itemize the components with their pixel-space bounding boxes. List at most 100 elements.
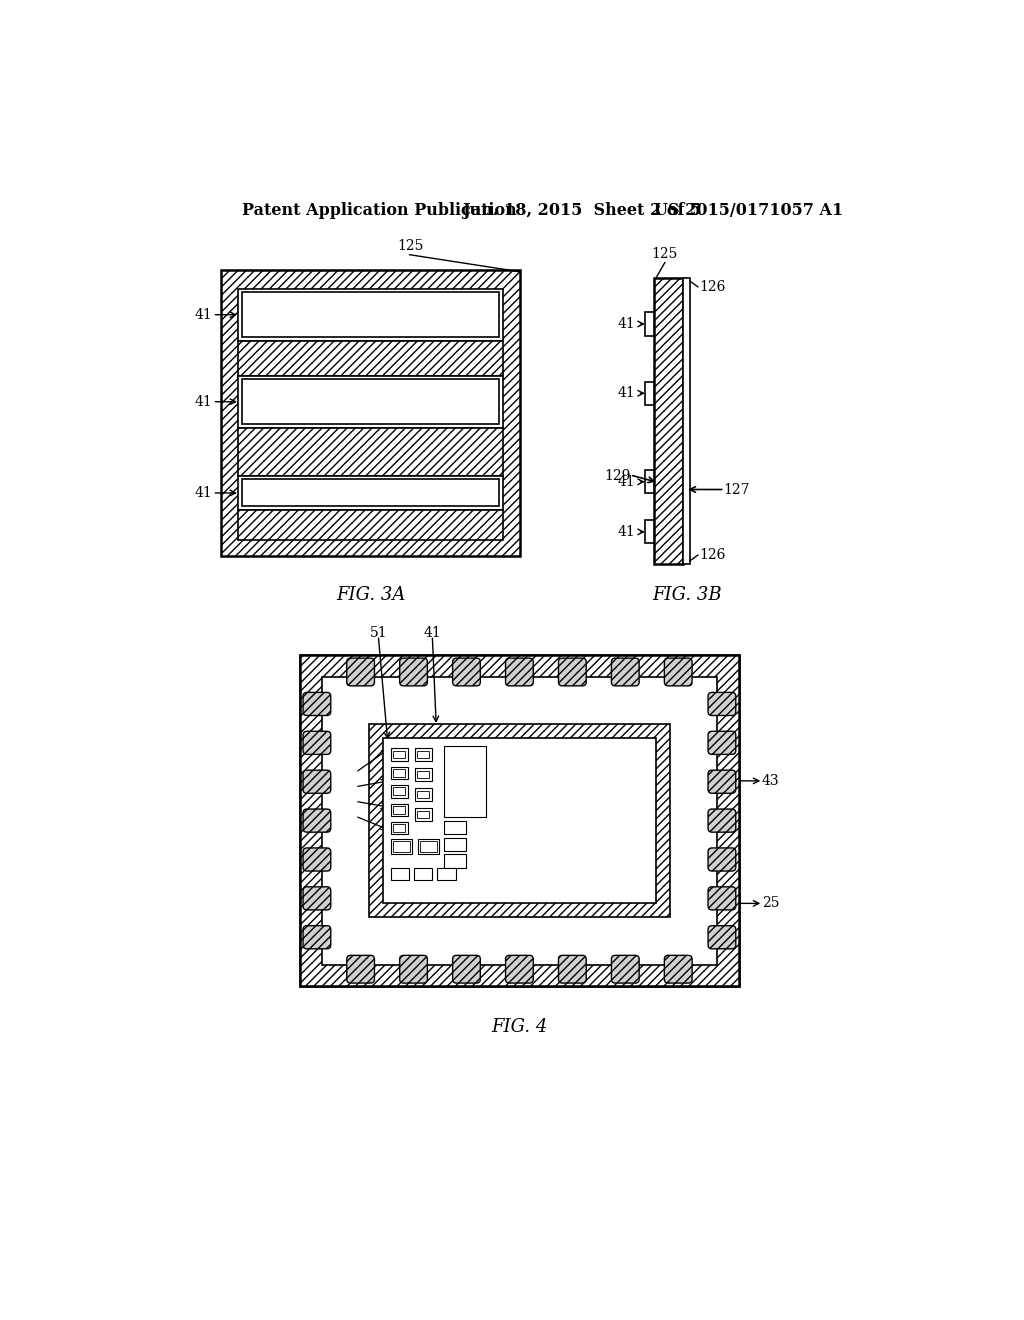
FancyBboxPatch shape <box>453 659 480 686</box>
FancyBboxPatch shape <box>611 659 639 686</box>
Bar <box>239 341 503 376</box>
Bar <box>391 840 413 854</box>
Bar <box>393 788 406 795</box>
Text: 125: 125 <box>397 239 424 253</box>
FancyBboxPatch shape <box>506 659 534 686</box>
Bar <box>391 767 408 779</box>
Bar <box>645 520 654 544</box>
FancyBboxPatch shape <box>708 887 736 909</box>
Bar <box>437 867 456 880</box>
Bar <box>417 791 429 799</box>
FancyBboxPatch shape <box>303 693 331 715</box>
Text: 25: 25 <box>762 896 779 911</box>
Bar <box>418 840 439 854</box>
FancyBboxPatch shape <box>665 956 692 983</box>
FancyBboxPatch shape <box>347 956 375 983</box>
Bar <box>391 804 408 816</box>
Bar <box>391 822 408 834</box>
Text: Jun. 18, 2015  Sheet 2 of 5: Jun. 18, 2015 Sheet 2 of 5 <box>462 202 700 219</box>
Bar <box>393 807 406 813</box>
Bar <box>417 751 429 758</box>
Bar <box>444 854 466 869</box>
FancyBboxPatch shape <box>399 956 427 983</box>
Bar <box>415 748 432 760</box>
Text: Patent Application Publication: Patent Application Publication <box>243 202 517 219</box>
Text: FIG. 3A: FIG. 3A <box>336 586 406 603</box>
FancyBboxPatch shape <box>303 925 331 949</box>
FancyBboxPatch shape <box>558 956 586 983</box>
FancyBboxPatch shape <box>347 659 375 686</box>
FancyBboxPatch shape <box>453 956 480 983</box>
FancyBboxPatch shape <box>303 809 331 832</box>
Bar <box>221 271 520 557</box>
Text: 41: 41 <box>617 387 635 400</box>
Bar <box>645 470 654 494</box>
Text: 41: 41 <box>195 395 212 409</box>
Bar <box>645 381 654 405</box>
Bar <box>414 867 432 880</box>
Bar <box>239 289 503 341</box>
Bar <box>420 841 437 853</box>
Bar <box>654 277 683 564</box>
Bar <box>417 771 429 779</box>
Text: 129: 129 <box>605 469 631 483</box>
FancyBboxPatch shape <box>708 693 736 715</box>
Bar <box>393 770 406 776</box>
Bar <box>444 837 466 851</box>
Text: 41: 41 <box>617 317 635 331</box>
Bar <box>300 655 739 986</box>
FancyBboxPatch shape <box>303 887 331 909</box>
Bar <box>243 293 500 337</box>
Bar <box>300 655 739 986</box>
Bar <box>645 313 654 335</box>
Text: 125: 125 <box>651 247 678 261</box>
FancyBboxPatch shape <box>611 956 639 983</box>
Text: FIG. 4: FIG. 4 <box>492 1019 548 1036</box>
Bar <box>322 677 717 965</box>
Text: US 2015/0171057 A1: US 2015/0171057 A1 <box>654 202 844 219</box>
Bar <box>239 376 503 428</box>
Text: 41: 41 <box>617 525 635 539</box>
Bar <box>383 738 655 903</box>
Bar <box>393 751 406 758</box>
Text: 41: 41 <box>424 627 441 640</box>
Bar <box>391 748 408 760</box>
Text: 126: 126 <box>698 548 725 562</box>
Text: 41: 41 <box>195 308 212 322</box>
Text: 126: 126 <box>698 280 725 294</box>
Bar <box>444 746 486 817</box>
FancyBboxPatch shape <box>303 731 331 755</box>
FancyBboxPatch shape <box>708 847 736 871</box>
Text: FIG. 3B: FIG. 3B <box>652 586 722 603</box>
FancyBboxPatch shape <box>303 847 331 871</box>
FancyBboxPatch shape <box>708 770 736 793</box>
Bar <box>417 810 429 818</box>
Bar <box>243 379 500 424</box>
Bar <box>393 825 406 832</box>
Text: 43: 43 <box>762 774 779 788</box>
Text: 41: 41 <box>195 486 212 500</box>
FancyBboxPatch shape <box>708 731 736 755</box>
Bar <box>391 785 408 797</box>
Bar <box>444 821 466 834</box>
FancyBboxPatch shape <box>399 659 427 686</box>
Bar <box>370 725 670 917</box>
Bar <box>243 479 500 507</box>
FancyBboxPatch shape <box>665 659 692 686</box>
Text: 127: 127 <box>724 483 750 496</box>
Bar <box>239 511 503 540</box>
FancyBboxPatch shape <box>708 809 736 832</box>
Bar <box>683 277 689 564</box>
FancyBboxPatch shape <box>708 925 736 949</box>
Bar <box>393 841 410 853</box>
Bar <box>415 788 432 800</box>
Text: 41: 41 <box>617 475 635 488</box>
Bar <box>415 768 432 780</box>
FancyBboxPatch shape <box>506 956 534 983</box>
Bar <box>415 808 432 821</box>
Text: 51: 51 <box>370 627 387 640</box>
FancyBboxPatch shape <box>558 659 586 686</box>
Bar <box>239 475 503 511</box>
Bar <box>391 867 410 880</box>
FancyBboxPatch shape <box>303 770 331 793</box>
